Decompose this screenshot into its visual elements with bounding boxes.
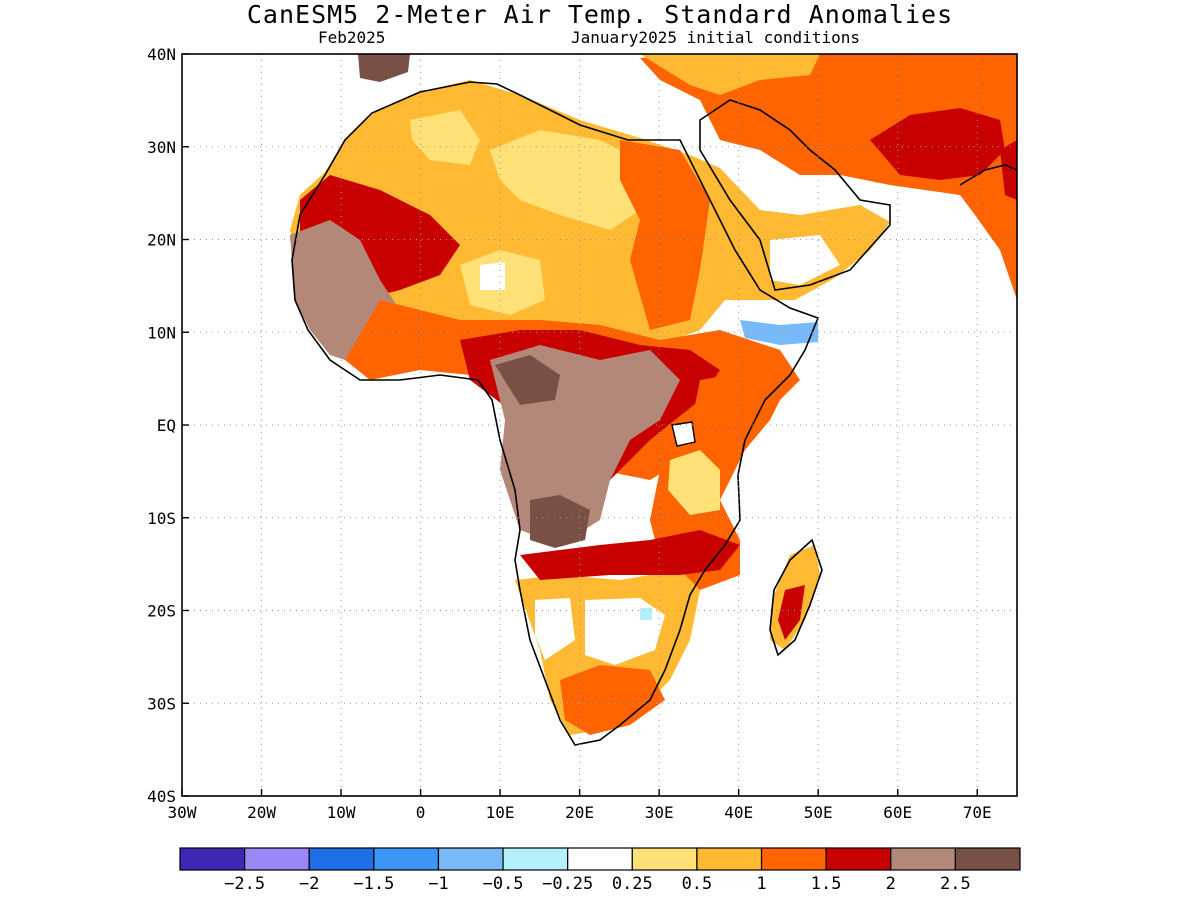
colorbar-label: 1.5: [811, 874, 842, 894]
anomaly-field-mideast-warm: [640, 54, 820, 95]
anomaly-field-egypt: [620, 140, 710, 330]
colorbar-swatch: [502, 847, 569, 871]
anomaly-field-namibia-neutral: [535, 598, 575, 660]
anomaly-field-zimbabwe-cool: [640, 608, 652, 620]
x-tick-label: 30W: [168, 803, 197, 822]
colorbar-swatch: [437, 847, 504, 871]
x-tick-label: 60E: [883, 803, 912, 822]
colorbar: −2.5 −2 −1.5 −1 −0.5 −0.25 0.25 0.5 1 1.5 2 2.5: [179, 847, 1021, 894]
colorbar-swatch: [244, 847, 310, 871]
anomaly-field-sahara-neutral: [480, 262, 505, 290]
colorbar-label: 1: [756, 874, 766, 894]
y-tick-label: 20N: [147, 231, 176, 250]
anomaly-field-iran-hot: [870, 108, 1005, 180]
colorbar-swatch: [696, 847, 763, 871]
x-tick-label: 10E: [486, 803, 515, 822]
coastline-madagascar: [769, 538, 823, 657]
chart-title: CanESM5 2-Meter Air Temp. Standard Anoma…: [246, 0, 954, 29]
colorbar-label: −1.5: [353, 874, 394, 894]
y-tick-label: 30S: [147, 694, 176, 713]
y-tick-label: 10S: [147, 509, 176, 528]
colorbar-label: 2: [886, 874, 896, 894]
lake-victoria: [671, 421, 696, 447]
colorbar-swatch: [567, 847, 633, 871]
coastline-india: [959, 164, 1017, 186]
graticule: [182, 54, 1017, 796]
anomaly-field-horn-cool: [740, 320, 818, 345]
x-tick-label: 10W: [327, 803, 356, 822]
anomaly-field-algeria-mild: [410, 110, 480, 165]
y-axis: 40N 30N 20N 10N EQ 10S 20S 30S 40S: [147, 45, 189, 806]
colorbar-label: −0.25: [542, 874, 593, 894]
colorbar-swatch: [631, 847, 698, 871]
colorbar-swatch: [373, 847, 440, 871]
y-tick-label: 40S: [147, 787, 176, 806]
anomaly-field-congo-peak: [495, 355, 560, 405]
colorbar-swatch: [760, 847, 827, 871]
colorbar-label: −2.5: [224, 874, 265, 894]
anomaly-field-zambia-hot: [520, 530, 740, 580]
y-tick-label: 20S: [147, 602, 176, 621]
colorbar-label: −0.5: [483, 874, 524, 894]
coastline-africa: [291, 81, 820, 746]
y-tick-label: 40N: [147, 45, 176, 64]
anomaly-field-sahara-mild: [490, 130, 640, 230]
colorbar-label: 0.5: [682, 874, 713, 894]
colorbar-swatch: [179, 847, 246, 871]
colorbar-label: 2.5: [940, 874, 971, 894]
colorbar-label: −1: [428, 874, 448, 894]
anomaly-field-north-atlas-peak: [358, 54, 410, 82]
y-tick-label: EQ: [157, 416, 176, 435]
x-tick-label: 70E: [963, 803, 992, 822]
x-tick-label: 40E: [724, 803, 753, 822]
colorbar-label: 0.25: [612, 874, 653, 894]
colorbar-label: −2: [299, 874, 319, 894]
x-tick-label: 20W: [247, 803, 276, 822]
initial-conditions: January2025 initial conditions: [571, 28, 860, 47]
x-tick-label: 0: [416, 803, 426, 822]
forecast-month: Feb2025: [318, 28, 386, 47]
x-axis: 30W 20W 10W 0 10E 20E 30E 40E 50E 60E 70E: [168, 789, 992, 822]
anomaly-field-madagascar-hot: [778, 585, 805, 640]
anomaly-field-arabia-hot: [1000, 140, 1017, 200]
y-tick-label: 30N: [147, 138, 176, 157]
y-tick-label: 10N: [147, 323, 176, 342]
x-tick-label: 20E: [565, 803, 594, 822]
map-plot-area: [182, 54, 1017, 796]
colorbar-swatch: [825, 847, 892, 871]
anomaly-field-tanzania-mild: [668, 450, 720, 515]
x-tick-label: 50E: [804, 803, 833, 822]
colorbar-swatch: [308, 847, 375, 871]
coastline-arabia: [699, 99, 891, 291]
anomaly-field-southern-hot: [560, 665, 665, 735]
anomaly-field-yemen-neutral: [770, 235, 840, 285]
colorbar-swatch: [954, 847, 1021, 871]
colorbar-swatch: [890, 847, 956, 871]
anomaly-field-angola-peak: [530, 495, 590, 548]
x-tick-label: 30E: [645, 803, 674, 822]
